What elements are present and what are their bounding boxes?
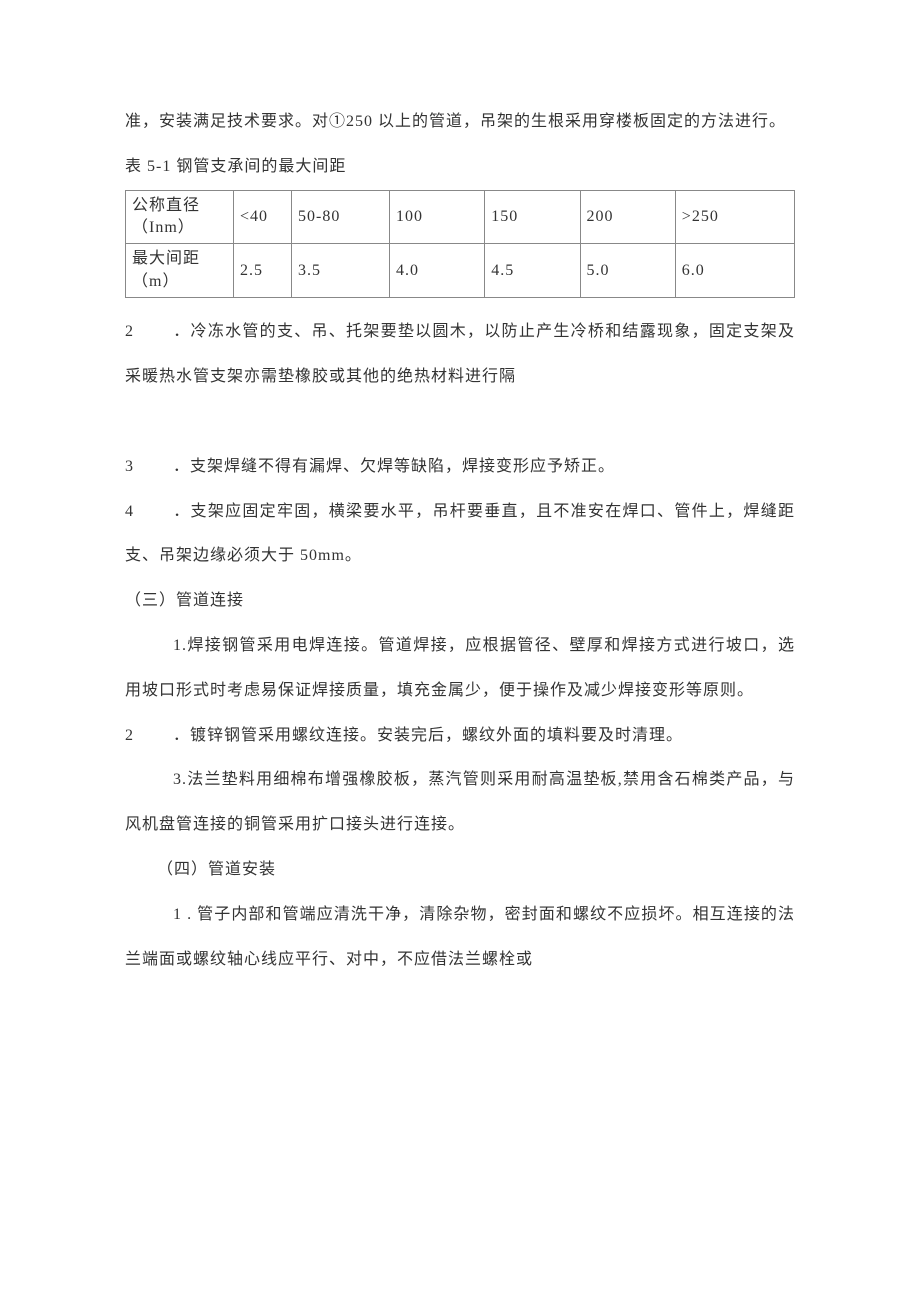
list-item: 3．支架焊缝不得有漏焊、欠焊等缺陷，焊接变形应予矫正。 xyxy=(125,445,795,490)
spacing-table: 公称直径（Inm） <40 50-80 100 150 200 >250 最大间… xyxy=(125,190,795,299)
table-title: 表 5-1 钢管支承间的最大间距 xyxy=(125,145,795,190)
table-header-cell: 150 xyxy=(485,190,580,244)
section3-item3: 3.法兰垫料用细棉布增强橡胶板，蒸汽管则采用耐高温垫板,禁用含石棉类产品，与风机… xyxy=(125,758,795,848)
table-header-cell: 200 xyxy=(580,190,675,244)
table-cell: 4.5 xyxy=(485,244,580,298)
table-cell: 3.5 xyxy=(292,244,390,298)
item-text: ．镀锌钢管采用螺纹连接。安装完后，螺纹外面的填料要及时清理。 xyxy=(173,727,683,744)
item-number: 2 xyxy=(125,310,173,355)
table-cell: 6.0 xyxy=(675,244,794,298)
section-heading: （四）管道安装 xyxy=(125,848,795,893)
item-text: ．支架焊缝不得有漏焊、欠焊等缺陷，焊接变形应予矫正。 xyxy=(173,458,615,475)
table-cell: 5.0 xyxy=(580,244,675,298)
table-header-cell: 100 xyxy=(390,190,485,244)
item-number: 3 xyxy=(125,445,173,490)
table-row: 公称直径（Inm） <40 50-80 100 150 200 >250 xyxy=(126,190,795,244)
item-text: ．支架应固定牢固，横梁要水平，吊杆要垂直，且不准安在焊口、管件上，焊缝距支、吊架… xyxy=(125,503,795,565)
table-cell: 最大间距（m） xyxy=(126,244,234,298)
list-item: 2．冷冻水管的支、吊、托架要垫以圆木，以防止产生冷桥和结露现象，固定支架及采暖热… xyxy=(125,310,795,400)
table-header-cell: <40 xyxy=(234,190,292,244)
item-number: 2 xyxy=(125,714,173,759)
section3-item1: 1.焊接钢管采用电焊连接。管道焊接，应根据管径、壁厚和焊接方式进行坡口，选用坡口… xyxy=(125,624,795,714)
item-text: ．冷冻水管的支、吊、托架要垫以圆木，以防止产生冷桥和结露现象，固定支架及采暖热水… xyxy=(125,323,795,385)
spacer xyxy=(125,400,795,445)
table-row: 最大间距（m） 2.5 3.5 4.0 4.5 5.0 6.0 xyxy=(126,244,795,298)
table-header-cell: 50-80 xyxy=(292,190,390,244)
table-cell: 4.0 xyxy=(390,244,485,298)
intro-paragraph: 准，安装满足技术要求。对①250 以上的管道，吊架的生根采用穿楼板固定的方法进行… xyxy=(125,100,795,145)
item-number: 4 xyxy=(125,490,173,535)
section4-item1: 1 . 管子内部和管端应清洗干净，清除杂物，密封面和螺纹不应损坏。相互连接的法兰… xyxy=(125,893,795,983)
list-item: 2．镀锌钢管采用螺纹连接。安装完后，螺纹外面的填料要及时清理。 xyxy=(125,714,795,759)
table-cell: 2.5 xyxy=(234,244,292,298)
list-item: 4．支架应固定牢固，横梁要水平，吊杆要垂直，且不准安在焊口、管件上，焊缝距支、吊… xyxy=(125,490,795,580)
section-heading: （三）管道连接 xyxy=(125,579,795,624)
table-header-cell: 公称直径（Inm） xyxy=(126,190,234,244)
table-header-cell: >250 xyxy=(675,190,794,244)
